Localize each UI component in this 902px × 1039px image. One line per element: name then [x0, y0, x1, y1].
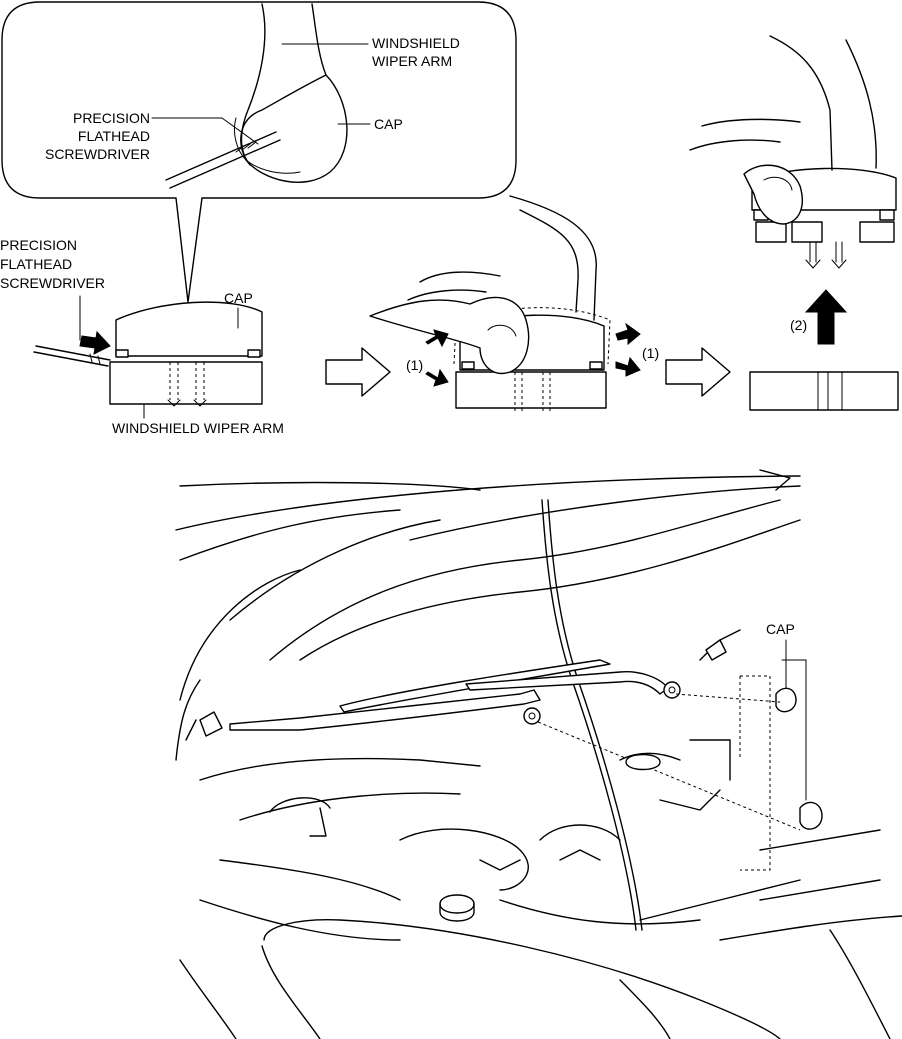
- cap-vehicle-label: CAP: [766, 621, 795, 637]
- side-view-step-remove: (2): [689, 35, 899, 411]
- precision-flathead-screwdriver-label: PRECISION FLATHEAD SCREWDRIVER: [0, 237, 105, 291]
- precision-flathead-screwdriver-callout-label: PRECISION FLATHEAD SCREWDRIVER: [45, 110, 150, 162]
- push-arrow-icon: [79, 330, 111, 355]
- hand-icon: [369, 195, 597, 375]
- detail-callout: WINDSHIELD WIPER ARM CAP PRECISION FLATHEA…: [1, 1, 517, 303]
- cap-side-label: CAP: [224, 290, 253, 306]
- step-1-left-label: (1): [406, 357, 423, 373]
- step-1-right-label: (1): [642, 345, 659, 361]
- windshield-wiper-arm-callout-label: WINDSHIELD WIPER ARM: [372, 35, 460, 69]
- flow-arrow-icon: [665, 347, 731, 397]
- side-view-step-insert: PRECISION FLATHEAD SCREWDRIVER CAP WINDSHI…: [0, 237, 284, 436]
- windshield-wiper-arm-label: WINDSHIELD WIPER ARM: [112, 420, 284, 436]
- vehicle-view: CAP: [175, 469, 902, 1039]
- side-view-step-pry: (1) (1): [369, 195, 659, 412]
- cap-callout-label: CAP: [374, 116, 403, 132]
- flow-arrow-icon: [325, 347, 391, 397]
- screwdriver-icon: [165, 131, 281, 189]
- lift-arrow-icon: [804, 289, 848, 345]
- step-2-label: (2): [790, 317, 807, 333]
- hand-icon: [689, 35, 877, 225]
